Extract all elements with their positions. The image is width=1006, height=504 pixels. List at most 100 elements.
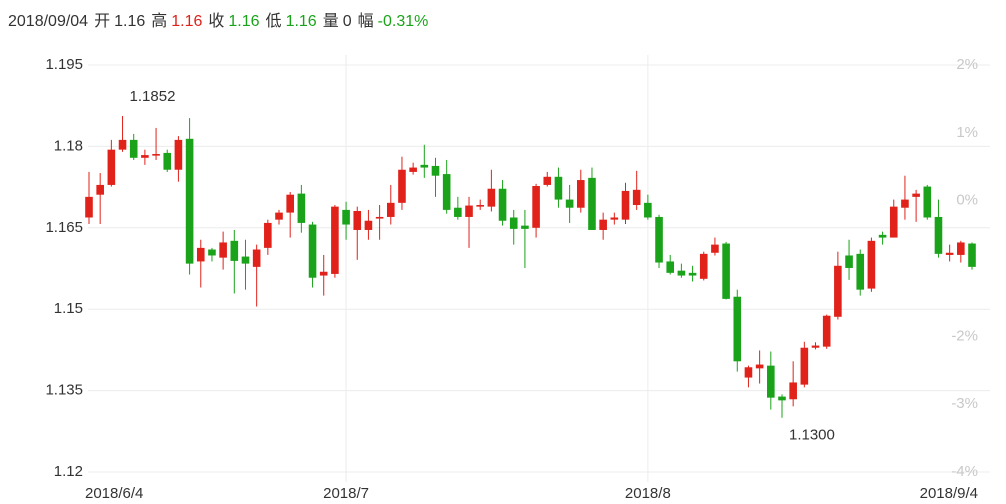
candle-body [733,296,742,362]
candle-body [364,220,373,230]
candle-body [822,315,831,347]
candle-body [699,253,708,279]
candle-body [442,174,451,210]
candle-body [509,217,518,229]
candle-body [599,219,607,230]
candle-body [778,396,786,401]
candle-body [677,270,686,276]
y-tick-label: 1.15 [54,300,83,317]
field-value: 1.16 [171,13,203,30]
candle-body [621,190,630,220]
candle-body [230,240,239,261]
x-tick-label: 2018/7 [323,485,369,502]
field-label: 幅 [357,13,374,30]
y2-tick-label: -3% [951,395,978,412]
y-tick-label: 1.165 [45,219,83,236]
candle-body [342,209,350,225]
candle-body [465,205,473,217]
x-tick-label: 2018/9/4 [920,485,978,502]
candle-body [901,199,909,208]
candle-body [834,265,842,317]
candle-body [521,225,529,229]
y2-tick-label: 0% [956,192,978,209]
field-value: 1.16 [228,13,260,30]
candle-body [196,247,205,262]
candle-body [867,240,876,289]
candle-body [219,242,227,258]
candle-body [107,149,116,185]
field-label: 开 [94,13,111,30]
candle-body [632,189,641,206]
candle-body [275,212,283,220]
candle-body [688,272,697,276]
candle-body [957,242,965,255]
candle-body [487,188,496,207]
candle-body [398,169,406,203]
candle-body [644,202,652,218]
candle-body [923,186,932,218]
y-tick-label: 1.18 [54,137,83,154]
y2-tick-label: 2% [956,56,978,73]
y-tick-label: 1.195 [45,56,83,73]
annotation: 1.1300 [789,427,835,444]
date: 2018/09/04 [8,13,89,30]
candle-body [252,249,261,267]
candle-body [308,224,317,278]
candle-body [968,243,976,267]
candle-body [409,167,417,172]
y2-tick-label: 1% [956,124,978,141]
candle-body [588,177,596,230]
candle-body [554,176,563,200]
field-label: 量 [322,13,339,30]
candle-body [331,206,339,274]
candle-body [878,234,887,238]
y2-tick-label: -4% [951,463,978,480]
candle-body [934,216,943,254]
candle-body [610,217,619,220]
candle-body [912,193,920,197]
candle-body [666,261,675,273]
field-value: 1.16 [114,13,146,30]
candle-body [498,188,507,221]
candle-body [431,165,440,176]
field-value: 1.16 [285,13,317,30]
candle-body [476,205,485,207]
candle-body [655,216,663,263]
x-tick-label: 2018/8 [625,485,671,502]
candle-body [286,194,294,213]
candle-body [141,155,149,158]
candle-body [152,153,160,156]
field-label: 高 [151,13,168,30]
candle-body [767,365,775,398]
candle-body [845,255,853,268]
candle-body [811,345,820,348]
candle-body [163,152,172,170]
candle-body [118,139,127,150]
candle-body [789,382,797,400]
annotation: 1.1852 [130,88,176,105]
candle-body [543,176,552,185]
candle-body [711,244,719,253]
candle-body [532,186,540,228]
candle-body [420,164,429,168]
candle-body [297,193,306,223]
candle-body [85,196,93,218]
field-value: -0.31% [377,13,429,30]
candle-body [96,184,104,195]
candle-body [800,347,809,385]
candle-body [576,180,585,208]
candle-body [264,222,272,248]
candle-body [755,364,764,369]
candle-body [375,216,384,219]
candle-body [185,138,194,264]
candle-body [241,256,250,264]
candle-body [856,253,865,290]
x-tick-label: 2018/6/4 [85,485,143,502]
candle-body [722,243,730,299]
y-tick-label: 1.135 [45,382,83,399]
header: 2018/09/04 开 1.16 高 1.16 收 1.16 低 1.16 量 0 幅 -0.31% [8,7,434,31]
candle-body [208,249,216,256]
candle-body [945,252,954,255]
field-value: 0 [342,13,352,30]
